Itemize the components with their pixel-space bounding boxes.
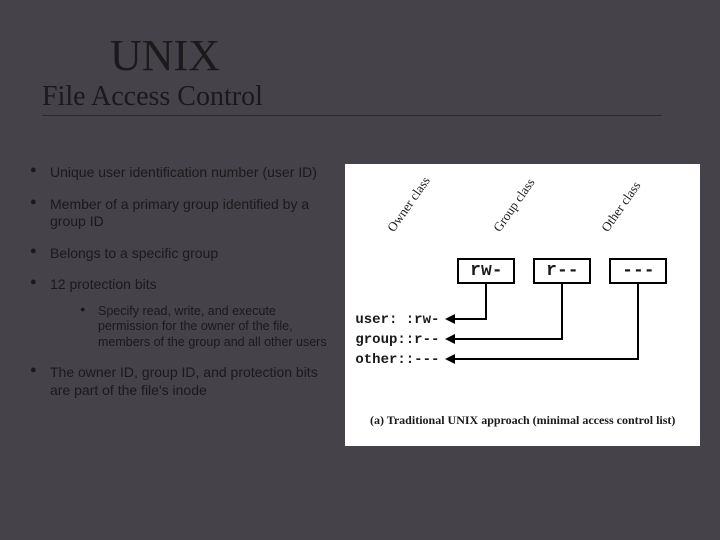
list-item-text: Belongs to a specific group <box>50 245 218 261</box>
perm-box-group: r-- <box>533 258 591 284</box>
diagram-panel: Owner class Group class Other class rw- … <box>345 164 700 446</box>
arrow-head-other-icon <box>445 354 455 364</box>
list-item: The owner ID, group ID, and protection b… <box>28 364 333 399</box>
list-item-text: The owner ID, group ID, and protection b… <box>50 364 318 398</box>
arrow-user <box>455 318 487 320</box>
group-label: group::r-- <box>355 332 439 348</box>
list-subitem-text: Specify read, write, and execute permiss… <box>98 304 327 349</box>
perm-box-owner: rw- <box>457 258 515 284</box>
arrow-head-user-icon <box>445 314 455 324</box>
title-block: UNIX File Access Control <box>42 30 662 116</box>
main-title: UNIX <box>42 30 662 81</box>
list-item: Unique user identification number (user … <box>28 164 333 182</box>
list-item-text: Member of a primary group identified by … <box>50 196 309 230</box>
vline-group <box>561 284 563 339</box>
vline-other <box>637 284 639 359</box>
other-label: other::--- <box>355 352 439 368</box>
list-item: 12 protection bits Specify read, write, … <box>28 276 333 350</box>
content-row: Unique user identification number (user … <box>28 164 700 446</box>
list-item-text: Unique user identification number (user … <box>50 164 317 180</box>
vline-owner <box>485 284 487 319</box>
other-class-label: Other class <box>598 178 644 235</box>
bullet-list: Unique user identification number (user … <box>28 164 333 446</box>
perm-box-other: --- <box>609 258 667 284</box>
arrow-group <box>455 338 563 340</box>
diagram-caption: (a) Traditional UNIX approach (minimal a… <box>345 413 700 428</box>
arrow-head-group-icon <box>445 334 455 344</box>
subtitle: File Access Control <box>42 81 662 116</box>
list-item: Member of a primary group identified by … <box>28 196 333 231</box>
user-label: user: :rw- <box>355 312 439 328</box>
list-item-text: 12 protection bits <box>50 276 157 292</box>
list-item: Belongs to a specific group <box>28 245 333 263</box>
list-subitem: Specify read, write, and execute permiss… <box>78 304 333 351</box>
group-class-label: Group class <box>490 175 539 235</box>
owner-class-label: Owner class <box>384 173 434 235</box>
arrow-other <box>455 358 639 360</box>
